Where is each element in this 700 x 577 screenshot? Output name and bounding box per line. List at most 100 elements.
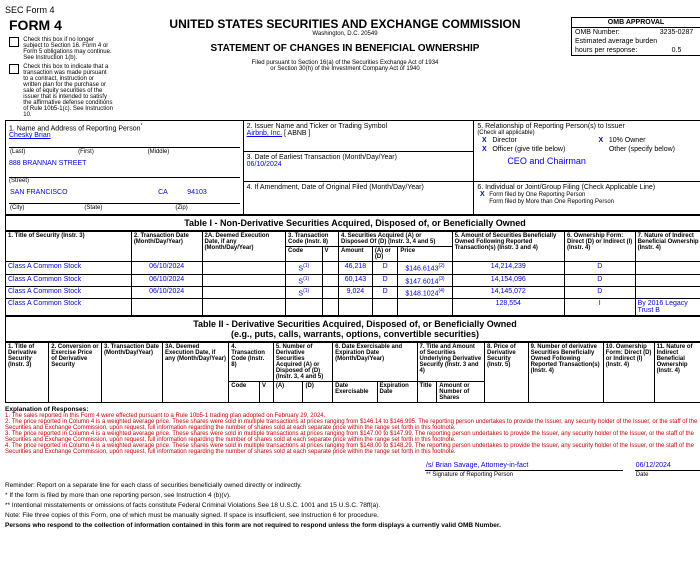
omb-box: OMB APPROVAL OMB Number:3235-0287 Estima… <box>571 17 700 56</box>
explanation-line: 4. The price reported in Column 4 is a w… <box>5 443 700 455</box>
t2-h4: 4. Transaction Code (Instr. 8) <box>229 343 274 382</box>
table2: 1. Title of Derivative Security (Instr. … <box>5 342 700 403</box>
filed-pursuant: Filed pursuant to Section 16(a) of the S… <box>127 60 563 72</box>
table-row: Class A Common Stock06/10/2024S(1)60,143… <box>6 274 700 286</box>
lbl-last: (Last) <box>9 148 77 157</box>
x-officer: X <box>479 146 489 153</box>
agency: UNITED STATES SECURITIES AND EXCHANGE CO… <box>127 17 563 31</box>
omb-title: OMB APPROVAL <box>572 18 700 28</box>
t2-sub-shares: Amount or Number of Shares <box>437 382 485 403</box>
t1-sub-amt: Amount <box>338 247 372 262</box>
form-number: FORM 4 <box>9 17 119 33</box>
t2-h3: 3. Transaction Date (Month/Day/Year) <box>102 343 163 403</box>
street: 888 BRANNAN STREET <box>9 160 240 167</box>
box2-label: 2. Issuer Name and Ticker or Trading Sym… <box>247 123 471 130</box>
t2-sub-d: (D) <box>303 382 333 403</box>
lbl-first: (First) <box>77 148 146 157</box>
checkbox-16[interactable] <box>9 37 19 47</box>
statement-title: STATEMENT OF CHANGES IN BENEFICIAL OWNER… <box>127 43 563 54</box>
t1-h3: 3. Transaction Code (Instr. 8) <box>286 232 339 247</box>
box1-label: 1. Name and Address of Reporting Person* <box>9 123 240 132</box>
box6b: Form filed by More than One Reporting Pe… <box>489 199 614 205</box>
t2-sub-v: V <box>259 382 273 403</box>
rel-officer: Officer (give title below) <box>491 145 594 154</box>
t1-h1: 1. Title of Security (Instr. 3) <box>6 232 132 262</box>
note1: * If the form is filed by more than one … <box>5 492 700 499</box>
officer-title: CEO and Chairman <box>507 156 700 166</box>
top-label: SEC Form 4 <box>5 5 700 15</box>
t1-h6: 6. Ownership Form: Direct (D) or Indirec… <box>564 232 635 262</box>
omb-hours-label: hours per response: <box>572 46 654 56</box>
table2-title: Table II - Derivative Securities Acquire… <box>5 316 700 342</box>
x-owner: X <box>596 137 606 144</box>
lbl-street: (Street) <box>9 177 240 184</box>
t2-sub-code: Code <box>229 382 260 403</box>
t1-h2: 2. Transaction Date (Month/Day/Year) <box>131 232 202 262</box>
box5-label: 5. Relationship of Reporting Person(s) t… <box>477 123 700 130</box>
earliest-date: 06/10/2024 <box>247 161 471 168</box>
state: CA <box>157 188 186 197</box>
omb-num-label: OMB Number: <box>572 28 654 38</box>
check1-text: Check this box if no longer subject to S… <box>23 37 113 61</box>
check2-text: Check this box to indicate that a transa… <box>23 64 113 118</box>
table1: 1. Title of Security (Instr. 3) 2. Trans… <box>5 231 700 316</box>
lbl-city: (City) <box>9 204 83 213</box>
t2-h10: 10. Ownership Form: Direct (D) or Indire… <box>603 343 654 403</box>
note2: ** Intentional misstatements or omission… <box>5 502 700 509</box>
explanation-line: 3. The price reported in Column 4 is a w… <box>5 431 700 443</box>
table1-title: Table I - Non-Derivative Securities Acqu… <box>5 215 700 231</box>
ticker: [ ABNB ] <box>284 130 310 137</box>
checkbox-10b51[interactable] <box>9 64 19 74</box>
reminder: Reminder: Report on a separate line for … <box>5 482 700 489</box>
t2-h6: 6. Date Exercisable and Expiration Date … <box>333 343 417 382</box>
t1-sub-v: V <box>322 247 338 262</box>
note3: Note: File three copies of this Form, on… <box>5 512 700 519</box>
lbl-zip: (Zip) <box>174 204 239 213</box>
rel-owner: 10% Owner <box>608 136 700 145</box>
box3-label: 3. Date of Earliest Transaction (Month/D… <box>247 154 471 161</box>
zip: 94103 <box>186 188 239 197</box>
t2-sub-exp: Expiration Date <box>377 382 417 403</box>
box4-label: 4. If Amendment, Date of Original Filed … <box>247 184 471 191</box>
x-director: X <box>479 137 489 144</box>
t1-sub-ad: (A) or (D) <box>372 247 398 262</box>
t2-sub-a: (A) <box>273 382 303 403</box>
sig-date: 06/12/2024 <box>635 461 700 471</box>
header-table: FORM 4 Check this box if no longer subje… <box>5 15 700 120</box>
t1-h2a: 2A. Deemed Execution Date, if any (Month… <box>202 232 286 262</box>
signature: /s/ Brian Savage, Attorney-in-fact <box>425 461 623 471</box>
t1-sub-code: Code <box>286 247 322 262</box>
t1-h7: 7. Nature of Indirect Beneficial Ownersh… <box>635 232 700 262</box>
t2-sub-title: Title <box>417 382 437 403</box>
t2-h2: 2. Conversion or Exercise Price of Deriv… <box>49 343 102 403</box>
explanation-label: Explanation of Responses: <box>5 406 700 413</box>
omb-num: 3235-0287 <box>653 28 700 38</box>
table-row: Class A Common Stock128,554IBy 2016 Lega… <box>6 299 700 316</box>
agency-sub: Washington, D.C. 20549 <box>127 31 563 37</box>
t1-h5: 5. Amount of Securities Beneficially Own… <box>452 232 564 262</box>
note4: Persons who respond to the collection of… <box>5 522 700 529</box>
omb-hours: 0.5 <box>653 46 700 56</box>
omb-burden-label: Estimated average burden <box>572 37 700 46</box>
x-individual: X <box>477 191 487 198</box>
person-name-link[interactable]: Chesky Brian <box>9 132 51 139</box>
lbl-state: (State) <box>83 204 174 213</box>
t2-h5: 5. Number of Derivative Securities Acqui… <box>273 343 332 382</box>
issuer-link[interactable]: Airbnb, Inc. <box>247 130 282 137</box>
t2-h3a: 3A. Deemed Execution Date, if any (Month… <box>162 343 228 403</box>
t2-h1: 1. Title of Derivative Security (Instr. … <box>6 343 49 403</box>
t2-h8: 8. Price of Derivative Security (Instr. … <box>485 343 529 403</box>
t1-h4: 4. Securities Acquired (A) or Disposed O… <box>338 232 452 247</box>
t1-sub-price: Price <box>398 247 452 262</box>
city: SAN FRANCISCO <box>9 188 157 197</box>
sig-label: ** Signature of Reporting Person <box>425 471 623 480</box>
t2-h9: 9. Number of derivative Securities Benef… <box>528 343 603 403</box>
box6-label: 6. Individual or Joint/Group Filing (Che… <box>477 184 700 191</box>
explanation-line: 2. The price reported in Column 4 is a w… <box>5 419 700 431</box>
lbl-middle: (Middle) <box>147 148 240 157</box>
info-grid: 1. Name and Address of Reporting Person*… <box>5 120 700 215</box>
table-row: Class A Common Stock06/10/2024S(1)9,024D… <box>6 286 700 298</box>
rel-other: Other (specify below) <box>608 145 700 154</box>
date-label: Date <box>635 471 700 480</box>
rel-director: Director <box>491 136 594 145</box>
